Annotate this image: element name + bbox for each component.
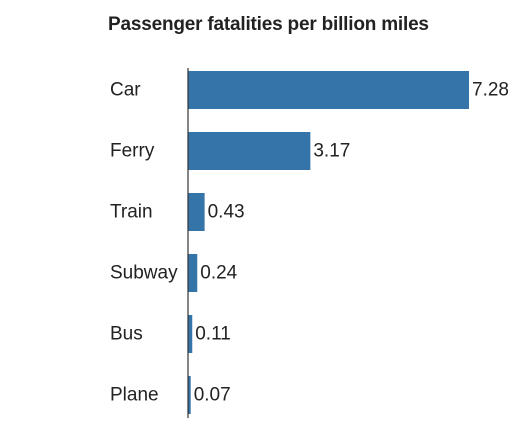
category-label-car: Car <box>110 80 141 101</box>
category-label-train: Train <box>110 202 153 223</box>
bar-bus <box>188 315 193 353</box>
bar-plane <box>188 376 191 414</box>
value-label-bus: 0.11 <box>195 324 231 345</box>
value-label-car: 7.28 <box>472 80 509 101</box>
bars-layer: Car 7.28 Ferry 3.17 Train 0.43 Subway 0.24 Bus 0.… <box>110 71 509 414</box>
category-label-ferry: Ferry <box>110 141 155 162</box>
bar-car <box>188 71 469 109</box>
category-label-bus: Bus <box>110 324 143 345</box>
value-label-subway: 0.24 <box>200 263 237 284</box>
category-label-subway: Subway <box>110 263 178 284</box>
bar-subway <box>188 254 198 292</box>
bar-ferry <box>188 132 311 170</box>
bar-train <box>188 193 205 231</box>
value-label-plane: 0.07 <box>194 385 231 406</box>
category-label-plane: Plane <box>110 385 159 406</box>
value-label-ferry: 3.17 <box>313 141 350 162</box>
chart-title: Passenger fatalities per billion miles <box>108 14 429 35</box>
value-label-train: 0.43 <box>208 202 245 223</box>
